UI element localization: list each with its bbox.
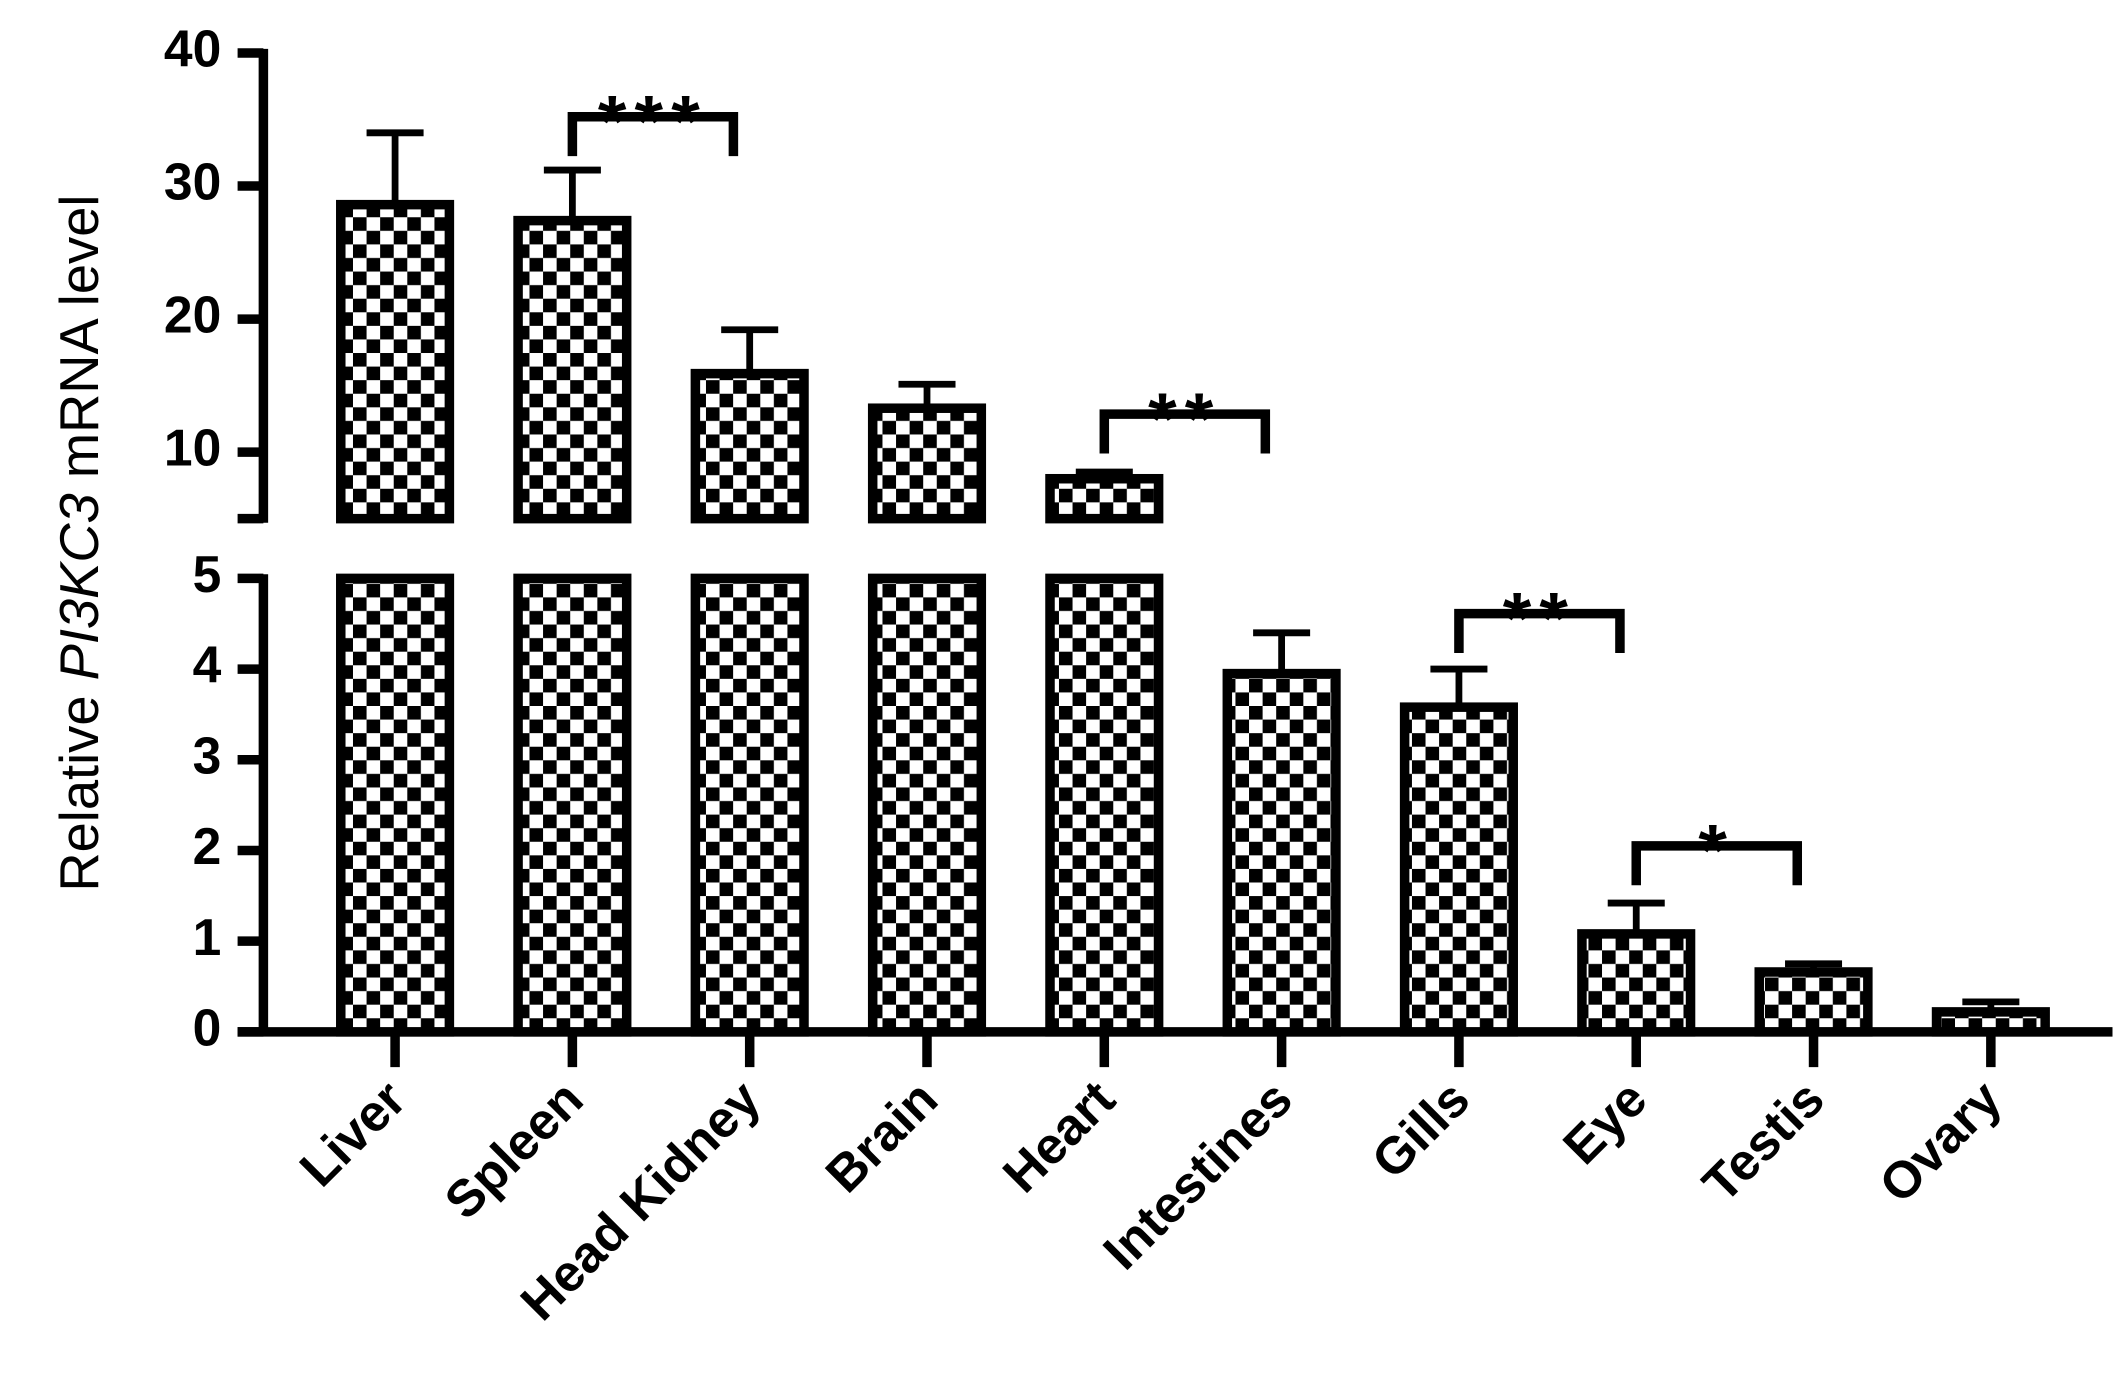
x-tick-label: Intestines — [1092, 1069, 1303, 1280]
x-tick-label: Liver — [288, 1069, 416, 1197]
x-tick-label: Gills — [1360, 1069, 1480, 1189]
y-tick-label: 10 — [164, 419, 221, 477]
significance-label: ** — [1503, 578, 1576, 660]
bar — [1754, 967, 1873, 1037]
bar — [690, 368, 809, 524]
x-tick-label: Testis — [1691, 1069, 1835, 1213]
bar — [336, 199, 455, 524]
y-tick-label: 4 — [193, 636, 222, 694]
bar — [1045, 473, 1164, 524]
significance-bracket — [1454, 608, 1625, 654]
significance-label: * — [1698, 810, 1735, 892]
y-tick-label: 40 — [164, 20, 221, 78]
y-tick-label: 1 — [193, 908, 222, 966]
significance-label: *** — [598, 81, 708, 163]
y-tick-label: 3 — [193, 726, 222, 784]
bar — [867, 573, 987, 1037]
y-label-gene: PI3KC3 — [49, 493, 110, 680]
y-axis-label: Relative PI3KC3 mRNA level — [49, 195, 110, 892]
y-tick-label: 0 — [193, 998, 222, 1056]
significance-bracket — [1099, 409, 1271, 454]
y-tick-label: 2 — [193, 817, 222, 875]
significance-label: ** — [1148, 378, 1221, 460]
bar — [513, 215, 632, 524]
significance-bracket — [1631, 841, 1803, 886]
bar — [1222, 668, 1341, 1037]
y-tick-label: 30 — [164, 153, 221, 211]
bar — [867, 403, 987, 524]
x-tick-label: Spleen — [433, 1069, 594, 1230]
bar — [690, 573, 809, 1037]
bar — [1399, 702, 1518, 1037]
x-tick-label: Ovary — [1868, 1069, 2013, 1214]
y-tick-label: 5 — [193, 545, 222, 603]
y-tick-label: 20 — [164, 286, 221, 344]
bar — [336, 573, 455, 1037]
x-tick-label: Eye — [1552, 1069, 1658, 1175]
bar — [1931, 1007, 2050, 1037]
bar — [513, 573, 632, 1037]
bar — [1577, 929, 1696, 1037]
y-label-part: mRNA level — [49, 195, 110, 494]
x-tick-label: Brain — [814, 1069, 948, 1203]
y-label-part: Relative — [49, 680, 110, 891]
bar — [1045, 573, 1164, 1037]
significance-bracket — [567, 112, 739, 157]
x-tick-label: Heart — [991, 1069, 1125, 1203]
